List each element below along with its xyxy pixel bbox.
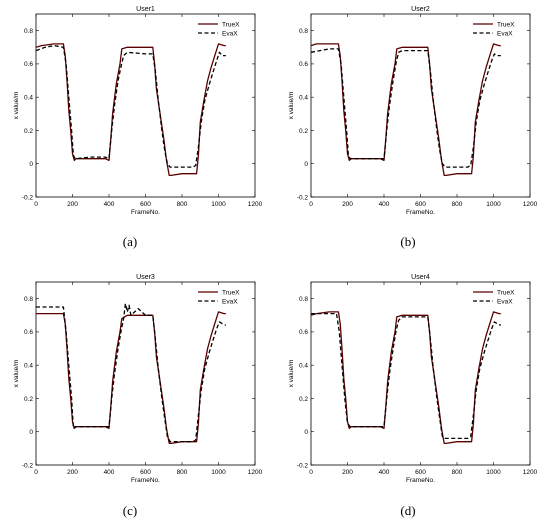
y-axis-label: x value/m	[288, 92, 295, 120]
x-tick-label: 1200	[523, 201, 538, 208]
x-tick-label: 800	[452, 469, 463, 476]
y-tick-label: 0.8	[24, 296, 33, 303]
y-tick-label: -0.2	[22, 462, 34, 469]
x-tick-label: 800	[177, 201, 188, 208]
x-tick-label: 400	[379, 201, 390, 208]
legend-label-evax: EvaX	[222, 30, 238, 37]
legend-label-evax: EvaX	[497, 30, 513, 37]
x-tick-label: 1000	[211, 469, 226, 476]
y-tick-label: 0	[304, 429, 308, 436]
series-line-evax	[310, 48, 501, 168]
y-tick-label: 0	[29, 429, 33, 436]
series-line-evax	[35, 44, 226, 168]
y-tick-label: 0.6	[24, 61, 33, 68]
y-tick-label: 0.8	[24, 28, 33, 35]
x-tick-label: 800	[452, 201, 463, 208]
y-tick-label: 0.6	[299, 61, 308, 68]
legend-label-truex: TrueX	[222, 21, 240, 28]
x-tick-label: 0	[309, 201, 313, 208]
x-tick-label: 1200	[523, 469, 538, 476]
x-tick-label: 1200	[248, 201, 263, 208]
y-tick-label: 0.4	[24, 362, 33, 369]
series-line-truex	[310, 311, 501, 445]
y-tick-label: 0.4	[299, 94, 308, 101]
x-tick-label: 400	[104, 201, 115, 208]
y-tick-label: 0.6	[299, 329, 308, 336]
y-tick-label: 0.2	[24, 128, 33, 135]
y-tick-label: 0.2	[299, 128, 308, 135]
series-line-evax	[36, 302, 227, 443]
caption-b: (b)	[400, 234, 416, 249]
y-tick-label: 0.2	[299, 396, 308, 403]
x-tick-label: 1200	[248, 469, 263, 476]
series-line-truex	[36, 311, 226, 445]
y-tick-label: 0	[29, 161, 33, 168]
chart-title: User3	[136, 274, 155, 281]
x-tick-label: 0	[309, 469, 313, 476]
caption-c: (c)	[122, 503, 138, 518]
x-axis-label: FrameNo.	[406, 209, 435, 216]
y-tick-label: 0	[304, 161, 308, 168]
y-tick-label: 0.4	[24, 94, 33, 101]
x-tick-label: 600	[415, 469, 426, 476]
x-axis-label: FrameNo.	[131, 477, 160, 484]
x-tick-label: 600	[415, 201, 426, 208]
x-tick-label: 200	[67, 469, 78, 476]
x-tick-label: 1000	[486, 201, 501, 208]
y-tick-label: 0.2	[24, 396, 33, 403]
x-axis-label: FrameNo.	[131, 209, 160, 216]
x-tick-label: 400	[104, 469, 115, 476]
legend-label-truex: TrueX	[222, 289, 240, 296]
legend-label-truex: TrueX	[497, 21, 515, 28]
x-tick-label: 200	[342, 201, 353, 208]
x-tick-label: 600	[140, 469, 151, 476]
x-tick-label: 800	[177, 469, 188, 476]
legend-label-evax: EvaX	[497, 298, 513, 305]
y-tick-label: 0.6	[24, 329, 33, 336]
legend-label-evax: EvaX	[222, 298, 238, 305]
x-tick-label: 200	[67, 201, 78, 208]
x-tick-label: 1000	[211, 201, 226, 208]
y-axis-label: x value/m	[288, 360, 295, 388]
chart-title: User4	[411, 274, 430, 281]
x-tick-label: 0	[34, 469, 38, 476]
y-tick-label: 0.8	[299, 296, 308, 303]
series-line-evax	[311, 312, 502, 440]
series-line-truex	[310, 43, 501, 177]
y-tick-label: 0.8	[299, 28, 308, 35]
y-tick-label: 0.4	[299, 362, 308, 369]
x-tick-label: 400	[379, 469, 390, 476]
chart-title: User1	[136, 6, 155, 13]
x-axis-label: FrameNo.	[406, 477, 435, 484]
chart-title: User2	[411, 6, 430, 13]
x-tick-label: 1000	[486, 469, 501, 476]
caption-d: (d)	[400, 503, 416, 518]
y-tick-label: -0.2	[22, 194, 34, 201]
x-tick-label: 600	[140, 201, 151, 208]
caption-a: (a)	[122, 234, 138, 249]
legend-label-truex: TrueX	[497, 289, 515, 296]
y-tick-label: -0.2	[297, 462, 309, 469]
x-tick-label: 0	[34, 201, 38, 208]
y-tick-label: -0.2	[297, 194, 309, 201]
series-line-truex	[35, 43, 226, 177]
y-axis-label: x value/m	[13, 92, 20, 120]
y-axis-label: x value/m	[13, 360, 20, 388]
x-tick-label: 200	[342, 469, 353, 476]
